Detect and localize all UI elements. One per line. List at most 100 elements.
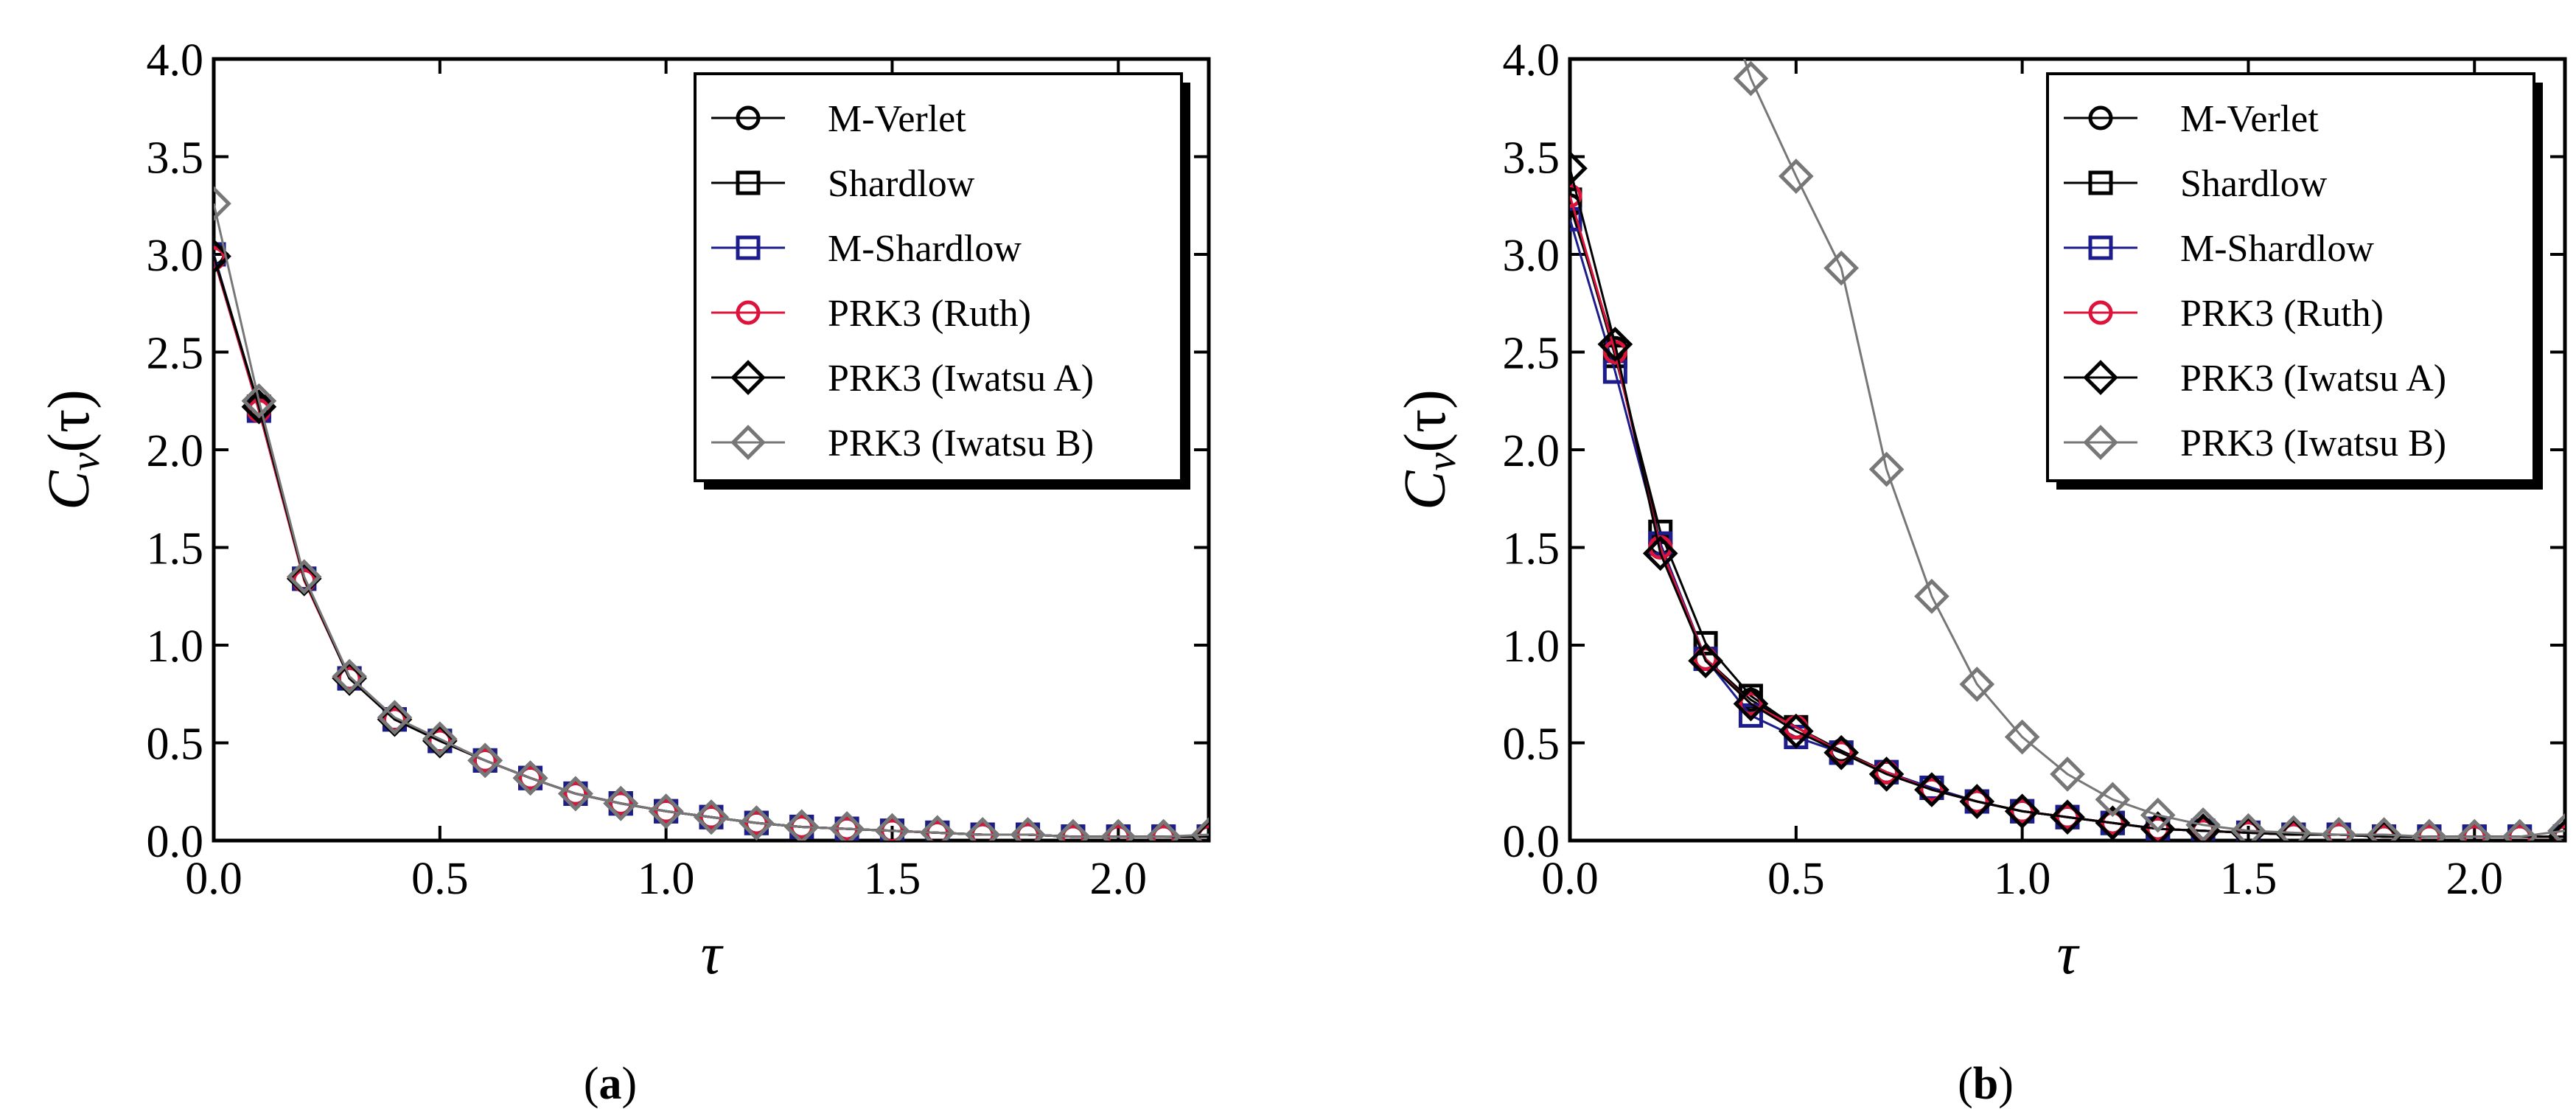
data-point-prk3-ruth [1964,789,1989,814]
legend-label: PRK3 (Ruth) [2180,293,2384,335]
y-axis-label: Cv(τ) [37,389,108,510]
legend-entry-prk3-iwatsu-b: PRK3 (Iwatsu B) [711,422,1094,465]
x-tick-label: 1.5 [2220,854,2277,904]
legend-entry-prk3-ruth: PRK3 (Ruth) [711,293,1031,335]
legend-marker [736,170,761,195]
legend-label: M-Shardlow [828,228,1022,270]
data-point-prk3-iwatsu-b [241,383,277,419]
data-point-prk3-iwatsu-b [1100,818,1137,841]
data-point-prk3-iwatsu-b [919,815,955,841]
y-tick-label: 0.5 [147,720,204,770]
data-point-prk3-iwatsu-b [1145,818,1181,841]
legend-label: PRK3 (Iwatsu A) [828,358,1094,400]
chart-panel-b: 0.0 0.5 1.0 1.5 2.0 0.0 0.5 1.0 1.5 2.0 2.5 3.0 3.5… [1393,35,2567,1109]
data-point-prk3-iwatsu-b [2230,813,2266,841]
legend-label: M-Verlet [828,98,966,140]
y-tick-label: 2.0 [1503,426,1560,476]
series-prk3-iwatsu-b [1733,59,2565,841]
chart-panel-a: 0.0 0.5 1.0 1.5 2.0 0.0 0.5 1.0 1.5 2.0 2.5 3.0 3.5… [37,35,1211,1109]
legend-label: PRK3 (Iwatsu B) [2180,422,2446,465]
data-point-prk3-iwatsu-b [286,559,322,595]
legend-entries: M-Verlet Shardlow M-Shardlow PRK3 (Ruth) PRK… [711,98,1094,465]
data-point-prk3-iwatsu-b [558,776,593,812]
legend-label: PRK3 (Iwatsu B) [828,422,1094,465]
legend-entry-m-verlet: M-Verlet [711,98,966,140]
data-point-prk3-iwatsu-b [2004,719,2040,755]
data-point-prk3-iwatsu-b [2140,797,2176,833]
data-point-prk3-ruth [1829,740,1854,765]
x-tick-label: 2.0 [1090,854,1148,904]
data-point-prk3-iwatsu-a [1868,756,1905,792]
data-point-prk3-ruth [608,791,633,816]
data-point-prk3-iwatsu-b [2275,815,2311,841]
data-point-prk3-iwatsu-a [2004,793,2040,829]
data-point-prk3-iwatsu-a [1570,150,1588,187]
data-point-prk3-iwatsu-a [2095,805,2131,841]
data-point-prk3-iwatsu-b [2412,818,2447,841]
data-point-prk3-iwatsu-a [241,389,277,425]
data-point-prk3-iwatsu-a [1733,686,1769,722]
data-point-prk3-iwatsu-a [1688,643,1723,679]
legend-entry-prk3-iwatsu-b: PRK3 (Iwatsu B) [2064,422,2446,465]
data-point-prk3-ruth [518,765,543,790]
data-point-prk3-ruth [563,781,588,806]
y-tick-label: 1.0 [1503,622,1560,672]
data-point-prk3-iwatsu-b [648,793,684,829]
x-tick-label: 2.0 [2446,854,2504,904]
y-axis-label-sub: v [1419,452,1465,470]
data-point-prk3-iwatsu-b [874,813,910,841]
x-tick-label: 0.0 [1541,854,1599,904]
x-tick-label: 0.0 [185,854,242,904]
series-group [214,186,1209,841]
data-point-m-shardlow [1738,703,1763,728]
data-point-prk3-iwatsu-b [2502,818,2538,841]
legend: M-Verlet Shardlow M-Shardlow PRK3 (Ruth) PRK… [694,72,1190,490]
data-point-shardlow [1693,630,1718,655]
data-point-prk3-ruth [1919,777,1944,802]
data-point-prk3-iwatsu-b [2366,817,2402,841]
x-axis-label: τ [2057,922,2081,987]
y-ticks: 0.0 0.5 1.0 1.5 2.0 2.5 3.0 3.5 4.0 [147,35,1209,867]
data-point-prk3-ruth [1570,184,1582,208]
y-tick-label: 1.0 [147,622,204,672]
data-point-prk3-ruth [699,804,724,829]
data-point-prk3-iwatsu-b [1823,250,1860,286]
y-axis-label: Cv(τ) [1393,389,1465,510]
series-prk3-iwatsu-b [214,186,1209,841]
y-axis-label-arg: (τ) [37,389,102,452]
data-point-prk3-iwatsu-b [2321,817,2357,841]
legend-entry-m-shardlow: M-Shardlow [711,228,1022,270]
y-tick-label: 2.5 [1503,329,1560,379]
legend-label: Shardlow [828,163,975,205]
data-point-prk3-iwatsu-a [2140,811,2176,841]
data-point-prk3-iwatsu-b [332,658,367,695]
y-tick-label: 3.0 [1503,231,1560,281]
legend-marker [2088,235,2113,260]
legend-marker [2088,170,2113,195]
y-tick-label: 2.0 [147,426,204,476]
y-tick-label: 3.0 [147,231,204,281]
data-point-prk3-iwatsu-a [1642,535,1678,571]
y-tick-label: 3.5 [147,133,204,184]
panel-label-letter: b [1973,1059,1998,1109]
y-ticks: 0.0 0.5 1.0 1.5 2.0 2.5 3.0 3.5 4.0 [1503,35,2565,867]
data-point-prk3-iwatsu-b [214,186,231,221]
data-point-prk3-iwatsu-b [422,721,458,757]
data-point-prk3-iwatsu-b [829,811,865,841]
legend-entry-shardlow: Shardlow [2064,163,2328,205]
data-point-prk3-ruth [427,728,453,754]
x-tick-label: 0.5 [1767,854,1825,904]
y-tick-label: 0.0 [1503,817,1560,867]
y-tick-label: 3.5 [1503,133,1560,184]
data-point-prk3-ruth [1874,759,1899,785]
data-point-prk3-iwatsu-b [1778,159,1814,194]
legend-entries: M-Verlet Shardlow M-Shardlow PRK3 (Ruth) PRK… [2064,98,2446,465]
data-point-prk3-iwatsu-b [783,809,820,841]
data-point-prk3-iwatsu-b [377,700,413,735]
legend-marker [2088,300,2113,325]
y-tick-label: 0.0 [147,817,204,867]
data-point-prk3-iwatsu-b [512,760,548,796]
data-point-prk3-iwatsu-b [2547,813,2565,841]
x-ticks: 0.0 0.5 1.0 1.5 2.0 [185,59,1147,904]
data-point-prk3-iwatsu-b [739,805,775,841]
